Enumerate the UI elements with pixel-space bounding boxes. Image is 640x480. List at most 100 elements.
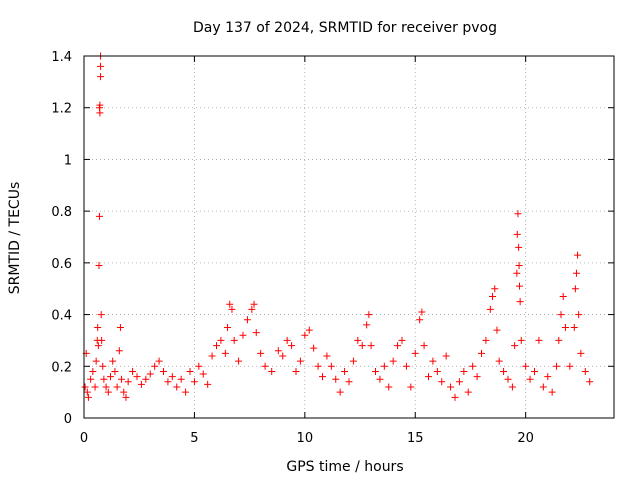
data-point bbox=[418, 308, 426, 316]
data-point bbox=[96, 101, 104, 109]
data-point bbox=[416, 316, 424, 324]
data-point bbox=[535, 336, 543, 344]
data-point bbox=[566, 362, 574, 370]
data-point bbox=[402, 362, 410, 370]
data-point bbox=[581, 367, 589, 375]
data-point bbox=[495, 357, 503, 365]
data-point bbox=[555, 336, 563, 344]
data-point bbox=[517, 336, 525, 344]
data-point bbox=[97, 311, 105, 319]
data-point bbox=[257, 349, 265, 357]
data-point bbox=[464, 388, 472, 396]
data-point bbox=[208, 352, 216, 360]
data-point bbox=[195, 362, 203, 370]
data-point bbox=[213, 342, 220, 350]
data-point bbox=[323, 352, 331, 360]
data-point bbox=[81, 383, 89, 391]
data-point bbox=[129, 367, 137, 375]
data-point bbox=[376, 375, 384, 383]
data-point bbox=[451, 393, 459, 401]
data-point bbox=[173, 383, 181, 391]
data-point bbox=[95, 212, 103, 220]
data-point bbox=[515, 282, 523, 290]
data-point bbox=[305, 326, 313, 334]
data-point bbox=[146, 370, 154, 378]
data-point bbox=[571, 285, 579, 293]
data-point bbox=[182, 388, 190, 396]
data-point bbox=[204, 380, 212, 388]
data-point bbox=[283, 336, 291, 344]
data-point bbox=[544, 373, 552, 381]
data-point bbox=[164, 378, 172, 386]
x-tick-label: 0 bbox=[80, 431, 88, 446]
data-point bbox=[577, 349, 585, 357]
data-point bbox=[363, 321, 371, 329]
data-point bbox=[478, 349, 485, 357]
data-point bbox=[489, 292, 497, 300]
data-point bbox=[99, 362, 107, 370]
data-point bbox=[83, 388, 91, 396]
data-point bbox=[515, 243, 523, 251]
data-point bbox=[561, 324, 569, 331]
data-point bbox=[531, 367, 538, 375]
data-point bbox=[438, 378, 446, 386]
data-point bbox=[455, 378, 463, 386]
data-point bbox=[345, 378, 353, 386]
data-point bbox=[96, 109, 104, 117]
data-point bbox=[226, 300, 234, 308]
data-point bbox=[513, 230, 521, 238]
data-point bbox=[115, 347, 123, 355]
data-point bbox=[248, 305, 256, 313]
data-point bbox=[228, 305, 236, 313]
data-point bbox=[261, 362, 269, 370]
data-point bbox=[513, 269, 521, 277]
data-point bbox=[515, 261, 523, 269]
data-point bbox=[217, 336, 225, 344]
data-point bbox=[137, 380, 145, 388]
y-axis-ticks: 0 0.2 0.4 0.6 0.8 1 1.2 1.4 bbox=[51, 50, 614, 427]
y-tick-label: 0.8 bbox=[51, 205, 72, 220]
data-point bbox=[124, 378, 132, 386]
data-point bbox=[447, 383, 455, 391]
data-point bbox=[292, 367, 300, 375]
data-point bbox=[243, 316, 251, 324]
data-point bbox=[97, 62, 105, 70]
data-point bbox=[411, 349, 419, 357]
x-axis-label: GPS time / hours bbox=[286, 459, 403, 475]
data-point bbox=[94, 342, 102, 350]
data-point bbox=[365, 311, 373, 319]
data-point bbox=[572, 269, 580, 277]
y-tick-label: 1 bbox=[64, 153, 72, 168]
data-point bbox=[394, 342, 402, 350]
data-point bbox=[548, 388, 556, 396]
data-point bbox=[111, 367, 119, 375]
x-tick-label: 10 bbox=[297, 431, 314, 446]
data-point bbox=[102, 383, 110, 391]
data-point bbox=[155, 357, 163, 365]
data-point bbox=[407, 383, 415, 391]
grid bbox=[84, 56, 614, 418]
data-point bbox=[296, 357, 304, 365]
data-point bbox=[142, 375, 150, 383]
data-point bbox=[575, 311, 583, 319]
data-point bbox=[120, 388, 128, 396]
data-point bbox=[95, 261, 103, 269]
data-point bbox=[442, 352, 450, 360]
data-point bbox=[186, 367, 194, 375]
data-point bbox=[500, 367, 508, 375]
data-point bbox=[553, 362, 561, 370]
data-point bbox=[118, 375, 126, 383]
y-tick-label: 1.4 bbox=[51, 50, 72, 65]
data-point bbox=[113, 383, 121, 391]
data-point bbox=[539, 383, 547, 391]
data-point bbox=[385, 383, 393, 391]
data-point bbox=[504, 375, 512, 383]
data-point bbox=[473, 373, 481, 381]
data-point bbox=[570, 324, 578, 331]
data-point bbox=[482, 336, 490, 344]
y-tick-label: 0.4 bbox=[51, 309, 72, 324]
data-point bbox=[332, 375, 340, 383]
data-point bbox=[511, 342, 519, 350]
data-point bbox=[94, 324, 102, 331]
data-point bbox=[89, 367, 97, 375]
